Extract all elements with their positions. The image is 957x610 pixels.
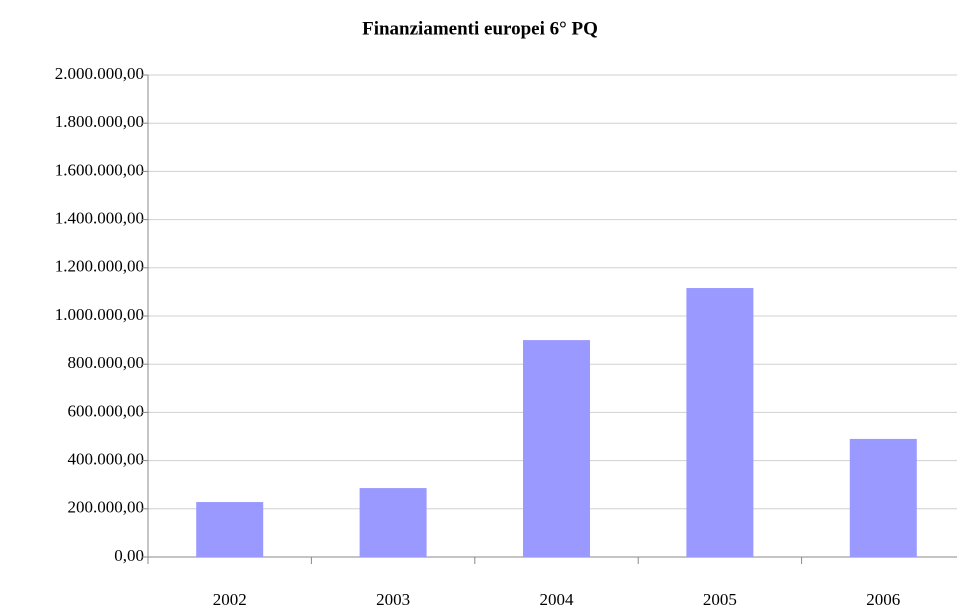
x-tick-label: 2006: [866, 590, 900, 609]
bar: [359, 488, 427, 557]
y-tick-label: 800.000,00: [68, 353, 145, 372]
chart-title: Finanziamenti europei 6° PQ: [362, 18, 598, 39]
y-tick-label: 0,00: [114, 546, 144, 565]
x-tick-label: 2003: [376, 590, 410, 609]
bar: [523, 340, 590, 557]
bar: [196, 502, 264, 557]
y-tick-label: 2.000.000,00: [55, 64, 144, 83]
y-tick-label: 1.800.000,00: [55, 112, 144, 131]
x-tick-label: 2004: [540, 590, 575, 609]
y-tick-label: 1.400.000,00: [55, 209, 144, 228]
y-tick-label: 400.000,00: [68, 450, 145, 469]
y-tick-label: 1.200.000,00: [55, 257, 144, 276]
bar: [849, 438, 917, 557]
y-tick-label: 200.000,00: [68, 498, 145, 517]
x-tick-label: 2002: [213, 590, 247, 609]
bar: [686, 288, 754, 557]
y-tick-label: 1.600.000,00: [55, 160, 144, 179]
x-tick-label: 2005: [703, 590, 737, 609]
y-tick-label: 1.000.000,00: [55, 305, 144, 324]
y-tick-label: 600.000,00: [68, 401, 145, 420]
